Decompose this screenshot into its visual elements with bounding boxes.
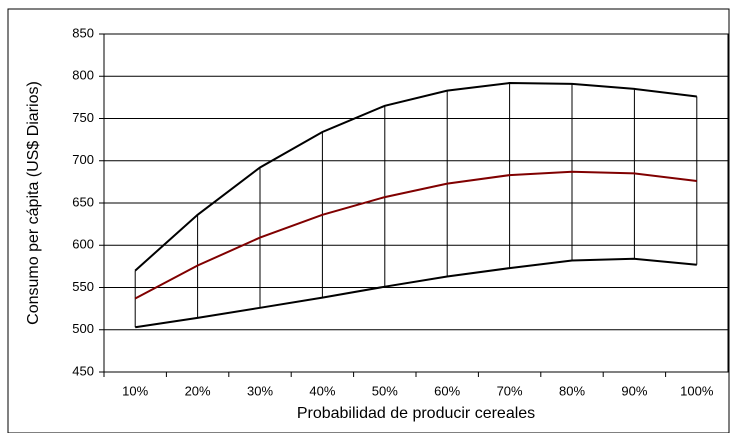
x-tick-label: 10% — [122, 383, 148, 398]
y-tick-label: 450 — [72, 363, 94, 378]
y-tick-label: 550 — [72, 279, 94, 294]
x-axis-title: Probabilidad de producir cereales — [297, 405, 535, 422]
series-line — [134, 170, 697, 300]
x-tick-label: 70% — [497, 383, 523, 398]
series-line — [135, 257, 697, 329]
y-axis-title: Consumo per cápita (US$ Diarios) — [25, 81, 42, 325]
x-tick-label: 40% — [309, 383, 335, 398]
x-tick-label: 60% — [434, 383, 460, 398]
y-tick-label: 500 — [72, 321, 94, 336]
x-tick-label: 100% — [680, 383, 714, 398]
x-tick-label: 20% — [185, 383, 211, 398]
chart-frame — [7, 8, 730, 433]
y-tick-label: 600 — [72, 237, 94, 252]
y-tick-label: 700 — [72, 152, 94, 167]
series-line — [134, 81, 697, 272]
x-tick-label: 80% — [559, 383, 585, 398]
x-tick-label: 30% — [247, 383, 273, 398]
y-tick-label: 800 — [72, 68, 94, 83]
y-tick-label: 850 — [72, 25, 94, 40]
y-tick-label: 650 — [72, 194, 94, 209]
y-tick-label: 750 — [72, 110, 94, 125]
x-tick-label: 90% — [621, 383, 647, 398]
x-tick-label: 50% — [372, 383, 398, 398]
